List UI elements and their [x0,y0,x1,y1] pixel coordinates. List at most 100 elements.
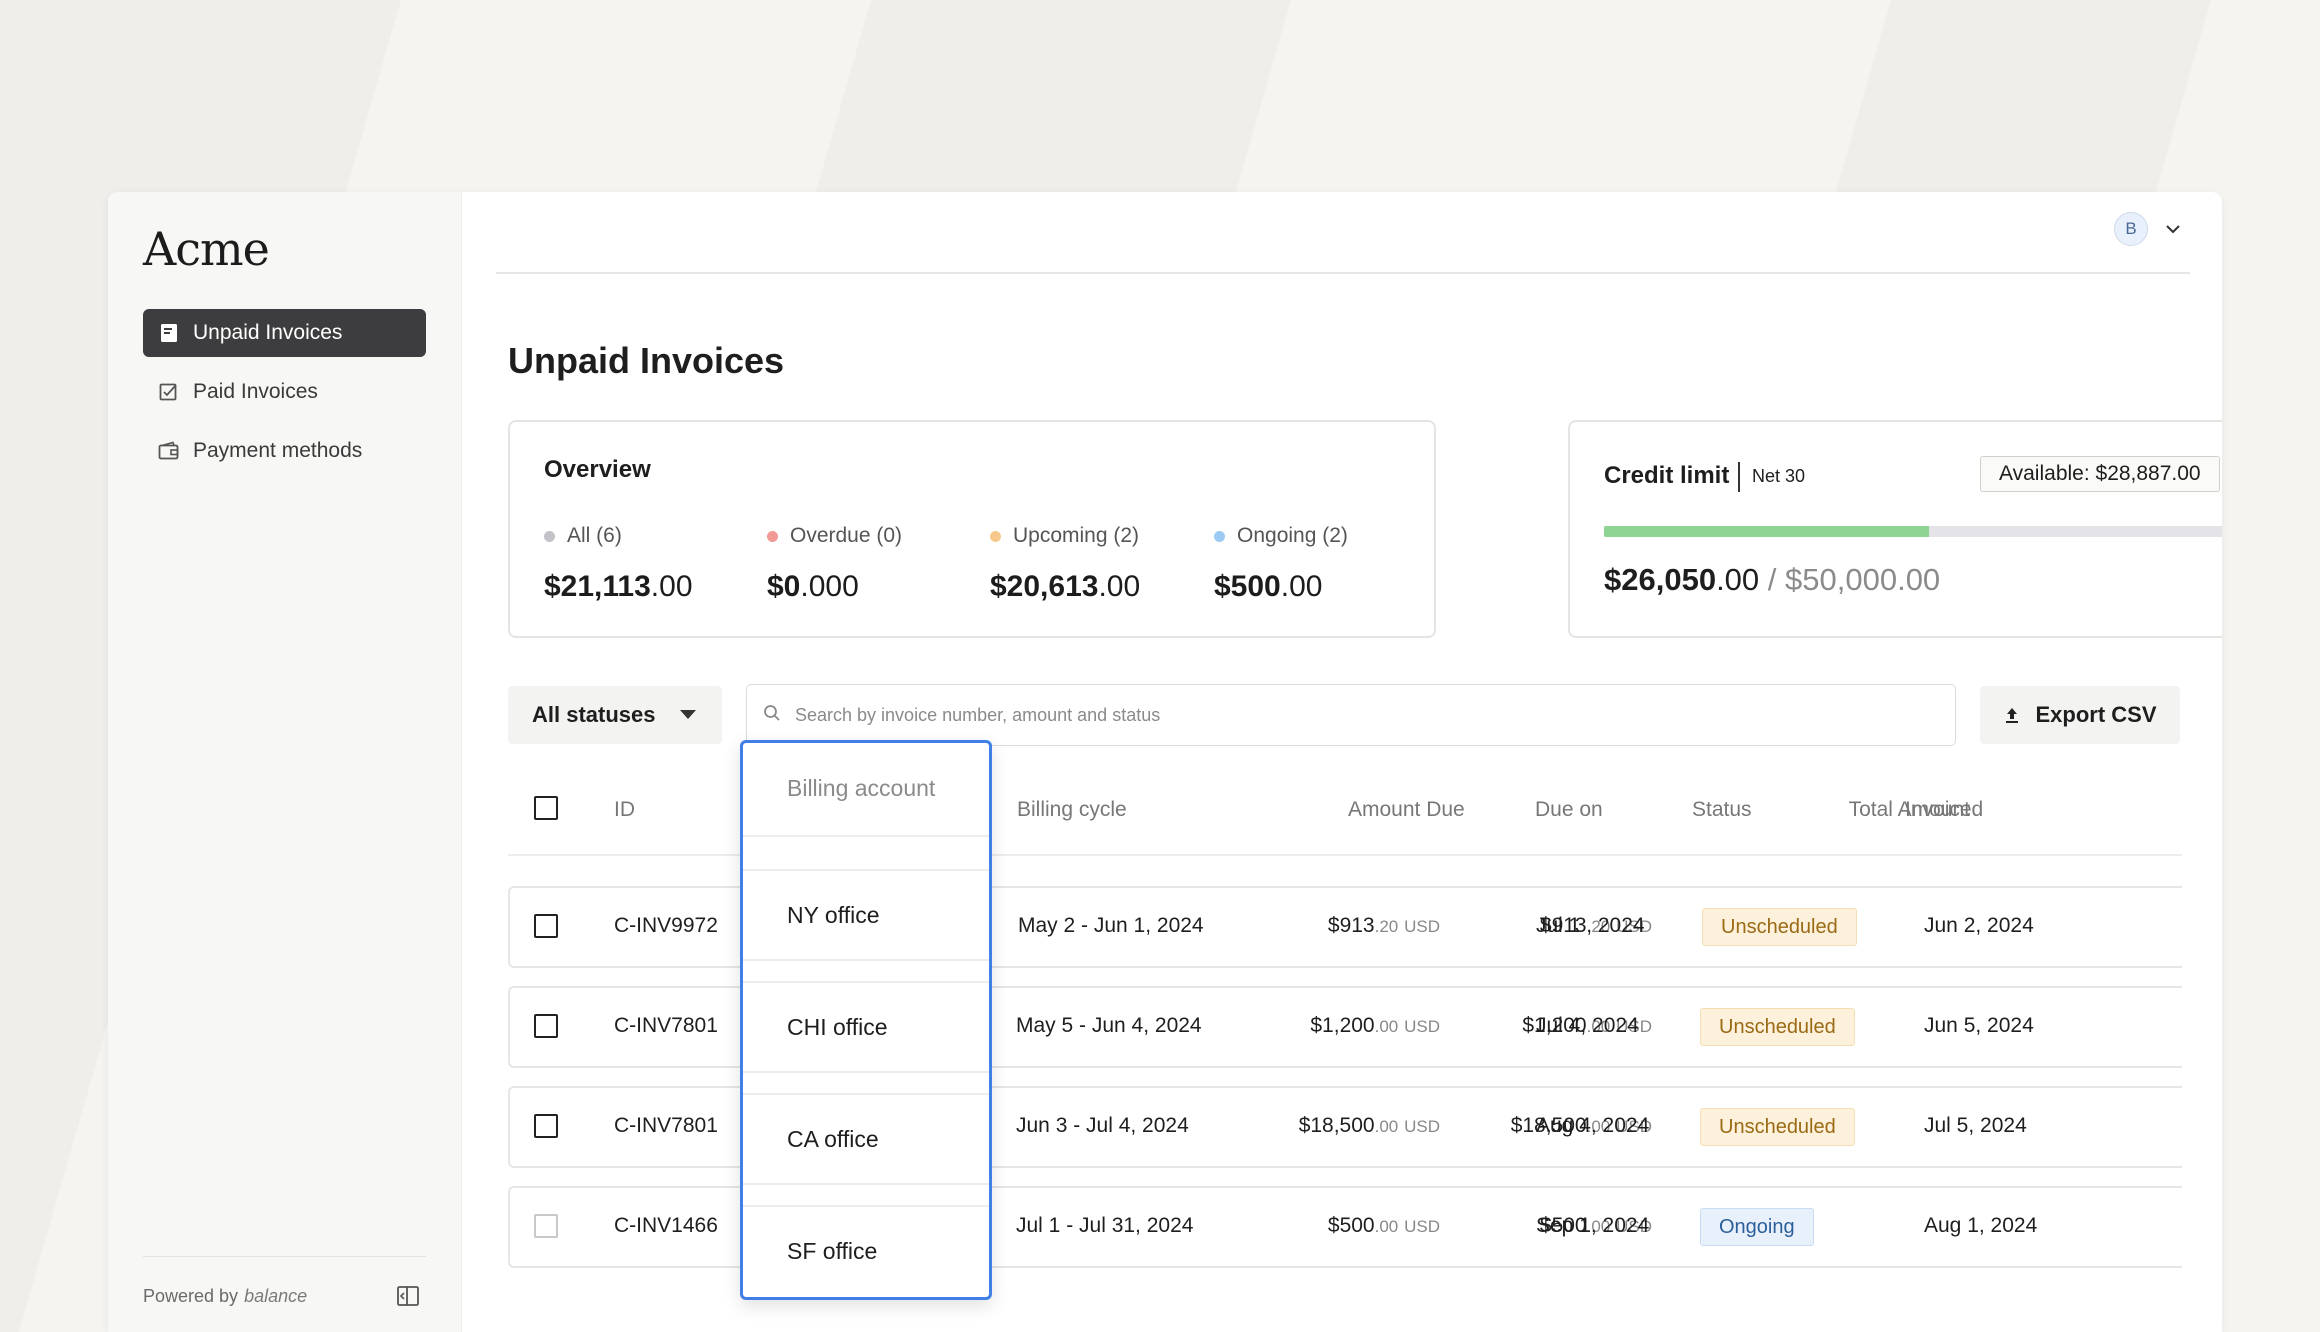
due-on: Jul 4, 2024 [1536,1014,1639,1037]
invoiced-date: Jun 5, 2024 [1924,1014,2034,1037]
dropdown-option-ca-office[interactable]: CA office [787,1125,879,1152]
overview-card: Overview All (6) $21,113.00 Overdue (0) … [508,420,1436,638]
stat-label: All (6) [567,524,622,547]
stat-dollars: $21,113 [544,570,651,603]
column-header-id[interactable]: ID [614,798,635,821]
stat-value: $20,613.00 [990,570,1140,604]
app-logo: Acme [143,222,270,276]
caret-down-icon [680,710,696,719]
sidebar-item-paid-invoices[interactable]: Paid Invoices [143,368,426,416]
chevron-down-icon[interactable] [2164,222,2182,236]
total-amount: $1,200.00 USD [1310,1014,1440,1037]
stat-cents: .000 [800,570,859,603]
total-amount: $913.20 USD [1327,914,1440,937]
stat-all[interactable]: All (6) $21,113.00 [544,524,693,604]
stat-label: Ongoing (2) [1237,524,1348,547]
column-header-due-on[interactable]: Due on [1535,798,1603,821]
stat-dollars: $0 [767,570,801,603]
due-on: Jul 1 , 2024 [1536,914,1645,937]
stat-value: $21,113.00 [544,570,693,604]
stat-upcoming[interactable]: Upcoming (2) $20,613.00 [990,524,1140,604]
total-amount: $500.00 USD [1327,1214,1440,1237]
stat-dollars: $20,613 [990,570,1099,603]
sidebar-item-label: Unpaid Invoices [193,321,343,344]
due-on: Sep 1, 2024 [1536,1214,1650,1237]
row-checkbox[interactable] [534,914,558,938]
collapse-sidebar-icon[interactable] [396,1284,420,1308]
row-checkbox[interactable] [534,1014,558,1038]
invoice-id: C-INV7801 [614,1114,718,1137]
billing-cycle: May 2 - Jun 1, 2024 [1018,914,1204,937]
available-credit-badge: Available: $28,887.00 [1980,456,2220,492]
search-bar[interactable] [746,684,1956,746]
export-csv-button[interactable]: Export CSV [1980,686,2180,744]
credit-limit-amount: $50,000 [1785,562,1898,597]
select-all-checkbox[interactable] [534,796,558,820]
stat-overdue[interactable]: Overdue (0) $0.000 [767,524,902,604]
column-header-amount-due[interactable]: Amount Due [1348,798,1465,821]
dropdown-divider [743,1205,989,1207]
column-header-billing-cycle[interactable]: Billing cycle [1017,798,1127,821]
billing-cycle: May 5 - Jun 4, 2024 [1016,1014,1202,1037]
stat-cents: .00 [1280,570,1323,603]
credit-limit-title: Credit limit [1604,462,1730,489]
dropdown-divider [743,959,989,961]
stat-ongoing[interactable]: Ongoing (2) $500.00 [1214,524,1348,604]
amount-due: $500.00 USD [1539,1214,1652,1237]
amount-due: $18,500.00 USD [1510,1114,1652,1137]
sidebar-item-payment-methods[interactable]: Payment methods [143,427,426,475]
dropdown-option-ny-office[interactable]: NY office [787,901,880,928]
wallet-icon [157,439,181,463]
credit-progress-bar [1604,526,2222,537]
dropdown-divider [743,981,989,983]
dropdown-header-billing-account[interactable]: Billing account [787,774,936,801]
dropdown-divider [743,835,989,837]
invoice-id: C-INV7801 [614,1014,718,1037]
credit-usage: $26,050.00 / $50,000.00 [1604,562,1940,598]
credit-used: $26,050 [1604,562,1717,597]
row-checkbox[interactable] [534,1214,558,1238]
invoice-id: C-INV1466 [614,1214,718,1237]
dropdown-option-chi-office[interactable]: CHI office [787,1013,888,1040]
sidebar-item-unpaid-invoices[interactable]: Unpaid Invoices [143,309,426,357]
invoiced-date: Jun 2, 2024 [1924,914,2034,937]
sidebar-item-label: Payment methods [193,439,363,462]
credit-limit-cents: .00 [1897,562,1941,597]
due-on: Aug 4, 2024 [1536,1114,1650,1137]
invoiced-date: Jul 5, 2024 [1924,1114,2027,1137]
sidebar: Acme Unpaid Invoices Paid Invoices Payme… [108,192,462,1332]
status-dot [767,530,778,542]
powered-by-label: Powered by [143,1286,239,1306]
column-header-status[interactable]: Status [1692,798,1752,821]
header-divider [496,272,2190,274]
search-input[interactable] [795,704,1895,726]
balance-logo: balance [244,1286,308,1306]
dropdown-divider [743,1093,989,1095]
invoice-id: C-INV9972 [614,914,718,937]
credit-progress-fill [1604,526,1930,537]
dropdown-divider [743,1183,989,1185]
status-badge: Unscheduled [1702,908,1857,946]
powered-by: Powered by balance [143,1286,307,1307]
status-badge: Unscheduled [1700,1008,1855,1046]
column-header-total-amount[interactable]: Total Amount [1848,798,1970,821]
overview-title: Overview [544,456,651,483]
status-dot [544,530,555,542]
status-dot [990,530,1001,542]
stat-value: $0.000 [767,570,902,604]
avatar[interactable]: B [2114,212,2148,246]
column-header-invoiced[interactable]: Invoiced [1905,798,1984,821]
row-checkbox[interactable] [534,1114,558,1138]
amount-due: $913.20 USD [1539,914,1652,937]
table-header: ID Billing cycle Total Amount Amount Due… [508,762,2182,856]
invoice-icon [157,321,181,345]
sidebar-item-label: Paid Invoices [193,380,318,403]
export-csv-label: Export CSV [2035,702,2157,727]
invoiced-date: Aug 1, 2024 [1924,1214,2038,1237]
sidebar-divider [143,1256,426,1257]
billing-account-dropdown: Billing account NY office CHI office CA … [740,740,992,1300]
status-filter-select[interactable]: All statuses [508,686,722,744]
credit-separator [1738,462,1740,492]
dropdown-option-sf-office[interactable]: SF office [787,1237,878,1264]
dropdown-divider [743,1071,989,1073]
